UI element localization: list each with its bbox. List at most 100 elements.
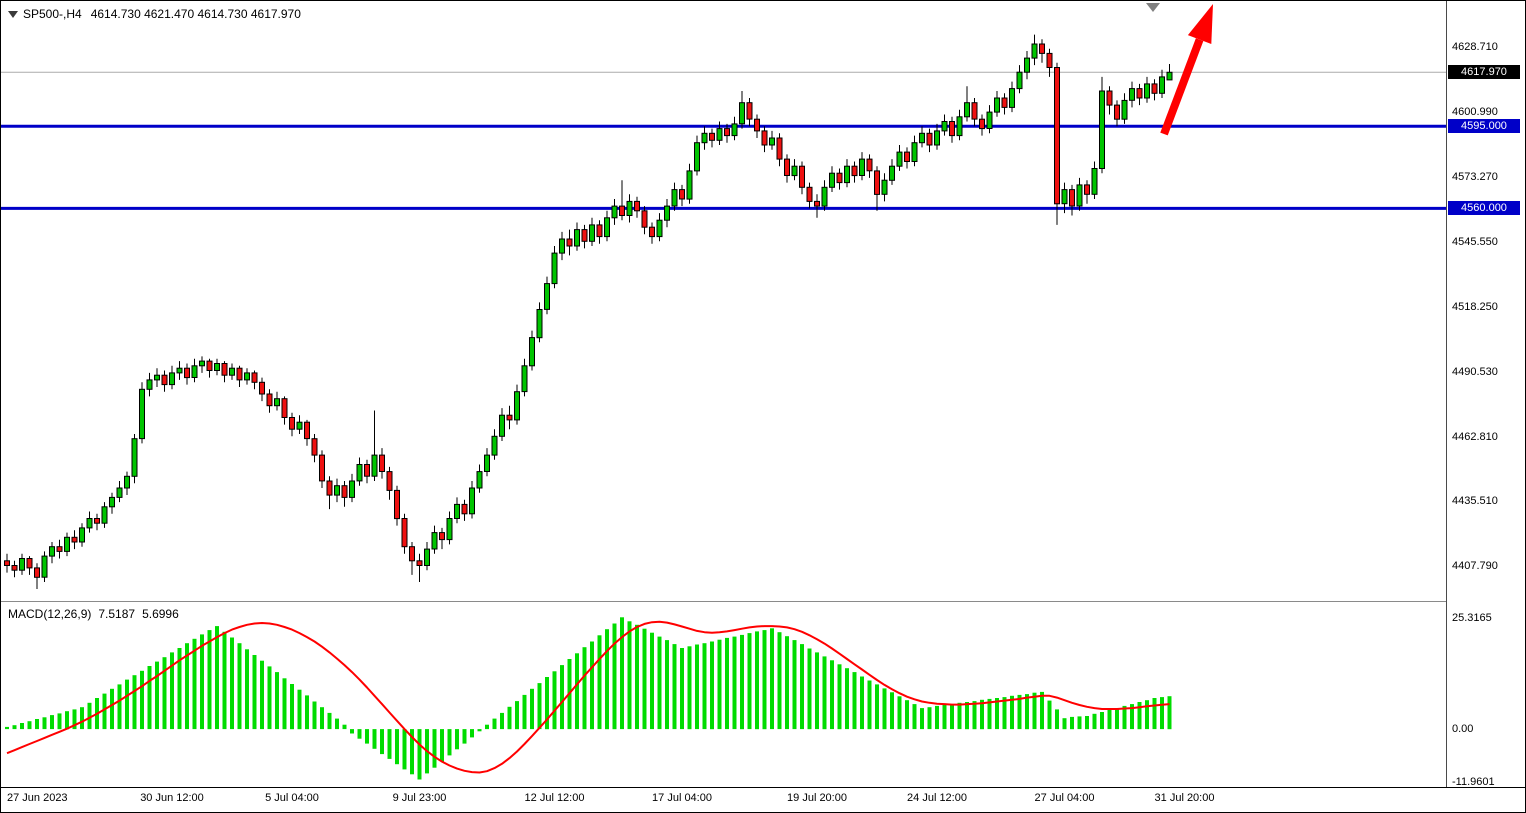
macd-histogram-bar (5, 726, 9, 730)
bull-candle (829, 172, 835, 188)
macd-histogram-bar (590, 641, 594, 730)
bear-candle (949, 121, 955, 137)
bull-candle (821, 186, 828, 207)
macd-histogram-bar (365, 729, 369, 744)
chart-shift-marker-icon[interactable] (1146, 3, 1160, 12)
bear-candle (94, 518, 100, 524)
bull-candle (1129, 88, 1135, 101)
bear-candle (1046, 52, 1053, 69)
bull-candle (64, 536, 70, 552)
macd-histogram-bar (492, 718, 497, 730)
macd-histogram-bar (380, 729, 384, 755)
macd-histogram-bar (1002, 697, 1007, 730)
macd-histogram-bar (177, 648, 182, 730)
macd-histogram-bar (447, 729, 452, 756)
bear-candle (326, 480, 333, 496)
macd-histogram-bar (957, 702, 962, 730)
bear-candle (409, 546, 415, 562)
bull-candle (176, 367, 183, 374)
bull-candle (574, 229, 580, 247)
macd-histogram-bar (522, 694, 527, 730)
symbol-dropdown-icon[interactable] (8, 11, 18, 19)
macd-histogram-bar (635, 624, 639, 730)
pane-resize-handle[interactable] (1, 601, 1447, 602)
macd-histogram-bar (852, 672, 857, 730)
bull-candle (469, 487, 475, 515)
macd-histogram-bar (42, 717, 47, 730)
bull-candle (371, 454, 378, 477)
macd-histogram-bar (500, 712, 504, 730)
macd-histogram-bar (785, 636, 789, 730)
macd-histogram-bar (215, 626, 219, 730)
macd-histogram-bar (410, 729, 414, 775)
macd-histogram-bar (867, 680, 872, 730)
macd-histogram-bar (230, 637, 234, 730)
macd-histogram-bar (845, 668, 849, 730)
bull-candle (356, 464, 363, 482)
bull-candle (424, 548, 430, 566)
macd-histogram-bar (605, 629, 609, 730)
candlestick-chart[interactable] (1, 1, 1446, 601)
bull-candle (664, 205, 670, 221)
bull-candle (431, 532, 438, 550)
macd-histogram-bar (582, 647, 587, 730)
support-price-label[interactable]: 4560.000 (1448, 201, 1520, 216)
macd-histogram-bar (980, 699, 984, 730)
macd-histogram-bar (897, 696, 902, 730)
macd-histogram-bar (560, 665, 564, 730)
bull-candle (859, 158, 865, 177)
macd-histogram-bar (387, 729, 392, 759)
bull-candle (514, 391, 520, 421)
current-price-label: 4617.970 (1448, 65, 1520, 80)
bear-candle (386, 471, 393, 491)
macd-histogram-bar (1130, 704, 1134, 730)
macd-signal-line (6, 620, 1170, 774)
bull-candle (791, 165, 798, 177)
macd-histogram-bar (192, 638, 197, 730)
bull-candle (604, 217, 610, 238)
macd-histogram-bar (305, 695, 309, 730)
bull-candle (86, 518, 93, 529)
macd-histogram-bar (117, 684, 122, 730)
macd-histogram-bar (710, 641, 714, 730)
macd-histogram-bar (477, 729, 482, 732)
bear-candle (799, 165, 805, 188)
time-axis[interactable]: 27 Jun 2023 30 Jun 12:00 5 Jul 04:00 9 Jul … (1, 788, 1525, 812)
bull-candle (1091, 168, 1098, 195)
resistance-price-label[interactable]: 4595.000 (1448, 119, 1520, 134)
macd-tick-label: -11.9601 (1452, 775, 1495, 788)
bear-candle (566, 238, 573, 247)
macd-histogram-bar (927, 707, 932, 730)
macd-histogram-bar (725, 637, 729, 730)
bull-candle (611, 205, 618, 219)
bull-candle (1159, 76, 1165, 94)
bear-candle (874, 170, 880, 195)
macd-histogram-bar (290, 684, 294, 730)
bear-candle (161, 374, 168, 386)
axis-divider (1446, 1, 1447, 787)
bull-candle (49, 546, 55, 557)
macd-histogram-bar (87, 702, 92, 730)
time-tick-label: 27 Jun 2023 (7, 792, 68, 804)
bear-candle (319, 454, 325, 482)
trend-arrow-shaft[interactable] (1160, 38, 1204, 136)
macd-histogram-bar (470, 729, 474, 738)
bear-candle (836, 172, 843, 184)
macd-indicator-chart[interactable] (1, 602, 1446, 787)
bull-candle (499, 414, 505, 437)
bear-candle (4, 560, 10, 566)
bear-candle (581, 229, 588, 242)
bull-candle (131, 438, 138, 477)
trend-arrow-head[interactable] (1187, 4, 1213, 44)
price-tick-label: 4600.990 (1452, 106, 1498, 119)
bull-candle (1166, 71, 1173, 81)
macd-histogram-bar (620, 617, 624, 730)
macd-histogram-bar (777, 632, 782, 730)
bear-candle (814, 200, 820, 207)
bear-candle (649, 226, 655, 238)
bull-candle (19, 558, 25, 571)
bear-candle (866, 158, 873, 172)
time-tick-label: 24 Jul 12:00 (907, 792, 967, 804)
bear-candle (184, 367, 190, 379)
macd-histogram-bar (597, 635, 602, 730)
